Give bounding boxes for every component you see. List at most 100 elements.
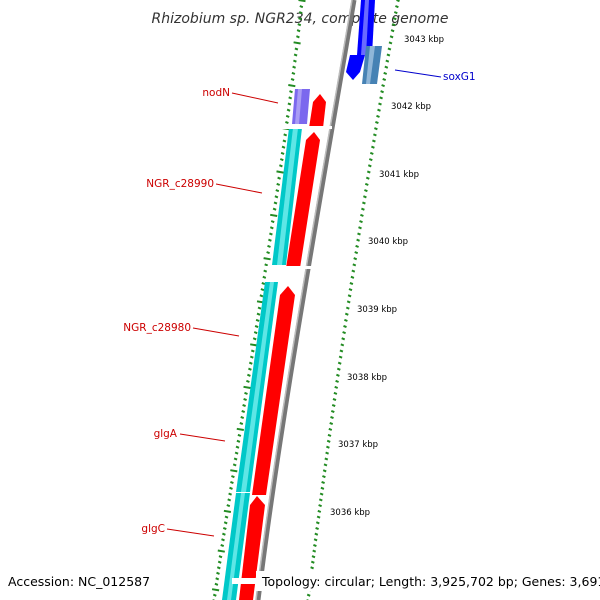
gc-mark bbox=[310, 566, 314, 570]
gc-mark bbox=[358, 226, 362, 230]
gc-mark bbox=[237, 433, 242, 437]
gc-mark bbox=[313, 543, 317, 548]
gc-mark bbox=[306, 593, 311, 597]
gc-mark bbox=[390, 29, 395, 33]
gc-mark bbox=[250, 349, 255, 353]
tick-label: 3039 kbp bbox=[357, 305, 397, 315]
gc-mark bbox=[364, 189, 368, 193]
gc-mark bbox=[396, 0, 400, 3]
gc-mark bbox=[285, 114, 290, 118]
gc-mark bbox=[276, 182, 281, 186]
gc-mark bbox=[347, 294, 352, 298]
gc-mark bbox=[361, 207, 365, 211]
cds-ngr-c28990-red bbox=[286, 132, 320, 268]
gc-mark bbox=[360, 213, 364, 217]
gc-mark bbox=[288, 84, 296, 88]
gc-mark bbox=[329, 421, 334, 426]
gc-mark bbox=[250, 343, 258, 347]
gene-label-ngr-c28980: NGR_c28980 bbox=[123, 322, 191, 334]
gc-mark bbox=[348, 288, 353, 292]
gc-mark bbox=[334, 385, 339, 389]
gc-mark bbox=[292, 65, 296, 69]
gc-mark bbox=[280, 151, 285, 155]
genome-summary-text: Topology: circular; Length: 3,925,702 bp… bbox=[261, 574, 600, 589]
gc-mark bbox=[233, 457, 238, 461]
gc-mark bbox=[239, 421, 244, 426]
gc-mark bbox=[249, 355, 254, 359]
gc-mark bbox=[243, 397, 247, 402]
gc-mark bbox=[313, 538, 318, 542]
gc-mark bbox=[362, 201, 366, 205]
gc-mark bbox=[332, 397, 337, 402]
gc-mark bbox=[330, 415, 334, 420]
gc-mark bbox=[215, 577, 220, 581]
gc-mark bbox=[257, 306, 262, 310]
position-ticks: 3043 kbp 3042 kbp 3041 kbp 3040 kbp 3039… bbox=[330, 35, 444, 518]
gc-mark bbox=[310, 560, 315, 564]
footer-background bbox=[256, 571, 600, 591]
tick-label: 3043 kbp bbox=[404, 35, 444, 45]
gc-mark bbox=[372, 139, 376, 143]
gc-mark bbox=[359, 220, 363, 224]
gc-mark bbox=[328, 427, 333, 431]
gc-mark bbox=[231, 475, 235, 479]
gc-mark bbox=[299, 5, 304, 9]
gc-mark bbox=[263, 269, 268, 273]
gc-mark bbox=[252, 337, 257, 341]
gc-mark bbox=[373, 133, 377, 137]
blue-genes bbox=[346, 0, 382, 84]
gc-mark bbox=[290, 77, 295, 82]
gc-mark bbox=[312, 549, 317, 553]
gene-gaps bbox=[232, 126, 332, 584]
gc-mark bbox=[269, 232, 273, 236]
gc-mark bbox=[333, 391, 338, 395]
gc-mark bbox=[326, 445, 330, 449]
gene-blue-arrow bbox=[346, 55, 365, 80]
gc-mark bbox=[353, 257, 358, 261]
gc-mark bbox=[297, 23, 302, 27]
gc-mark bbox=[229, 486, 233, 490]
gc-mark bbox=[279, 164, 283, 168]
gc-mark bbox=[357, 232, 361, 236]
gc-mark bbox=[281, 145, 286, 149]
gene-label-glgA: glgA bbox=[154, 428, 178, 440]
gc-mark bbox=[324, 457, 329, 461]
gc-mark bbox=[338, 355, 343, 359]
gc-mark bbox=[327, 433, 332, 437]
gc-mark bbox=[254, 324, 259, 329]
cds-ngr-c28980-red bbox=[252, 286, 295, 495]
gc-mark bbox=[356, 238, 360, 242]
gc-mark bbox=[236, 439, 241, 443]
gc-mark bbox=[283, 133, 288, 137]
gc-mark bbox=[381, 84, 385, 88]
gc-mark bbox=[351, 269, 356, 273]
gc-mark bbox=[234, 451, 239, 455]
gc-mark bbox=[386, 53, 391, 57]
gc-mark bbox=[266, 251, 270, 255]
gc-mark bbox=[389, 35, 394, 39]
gc-mark bbox=[326, 439, 331, 443]
gc-mark bbox=[339, 349, 344, 353]
gc-mark bbox=[226, 504, 231, 508]
gc-mark bbox=[268, 238, 272, 242]
gc-mark bbox=[387, 47, 392, 51]
gc-mark bbox=[322, 469, 327, 473]
gc-mark bbox=[220, 543, 225, 548]
gc-mark bbox=[275, 189, 280, 193]
gc-mark bbox=[279, 158, 284, 162]
gc-mark bbox=[223, 509, 232, 513]
gc-mark bbox=[340, 343, 345, 347]
gc-mark bbox=[315, 521, 320, 525]
gc-mark bbox=[293, 41, 301, 45]
gc-mark bbox=[342, 331, 346, 335]
gc-mark bbox=[287, 102, 292, 106]
gc-mark bbox=[325, 451, 329, 455]
cds-glgA-red bbox=[239, 496, 265, 600]
gc-mark bbox=[377, 108, 381, 112]
gc-mark bbox=[224, 515, 229, 519]
gc-mark bbox=[235, 445, 240, 449]
gc-mark bbox=[282, 139, 287, 143]
gc-mark bbox=[311, 555, 316, 559]
gc-mark bbox=[346, 300, 351, 304]
gc-mark bbox=[293, 59, 297, 63]
